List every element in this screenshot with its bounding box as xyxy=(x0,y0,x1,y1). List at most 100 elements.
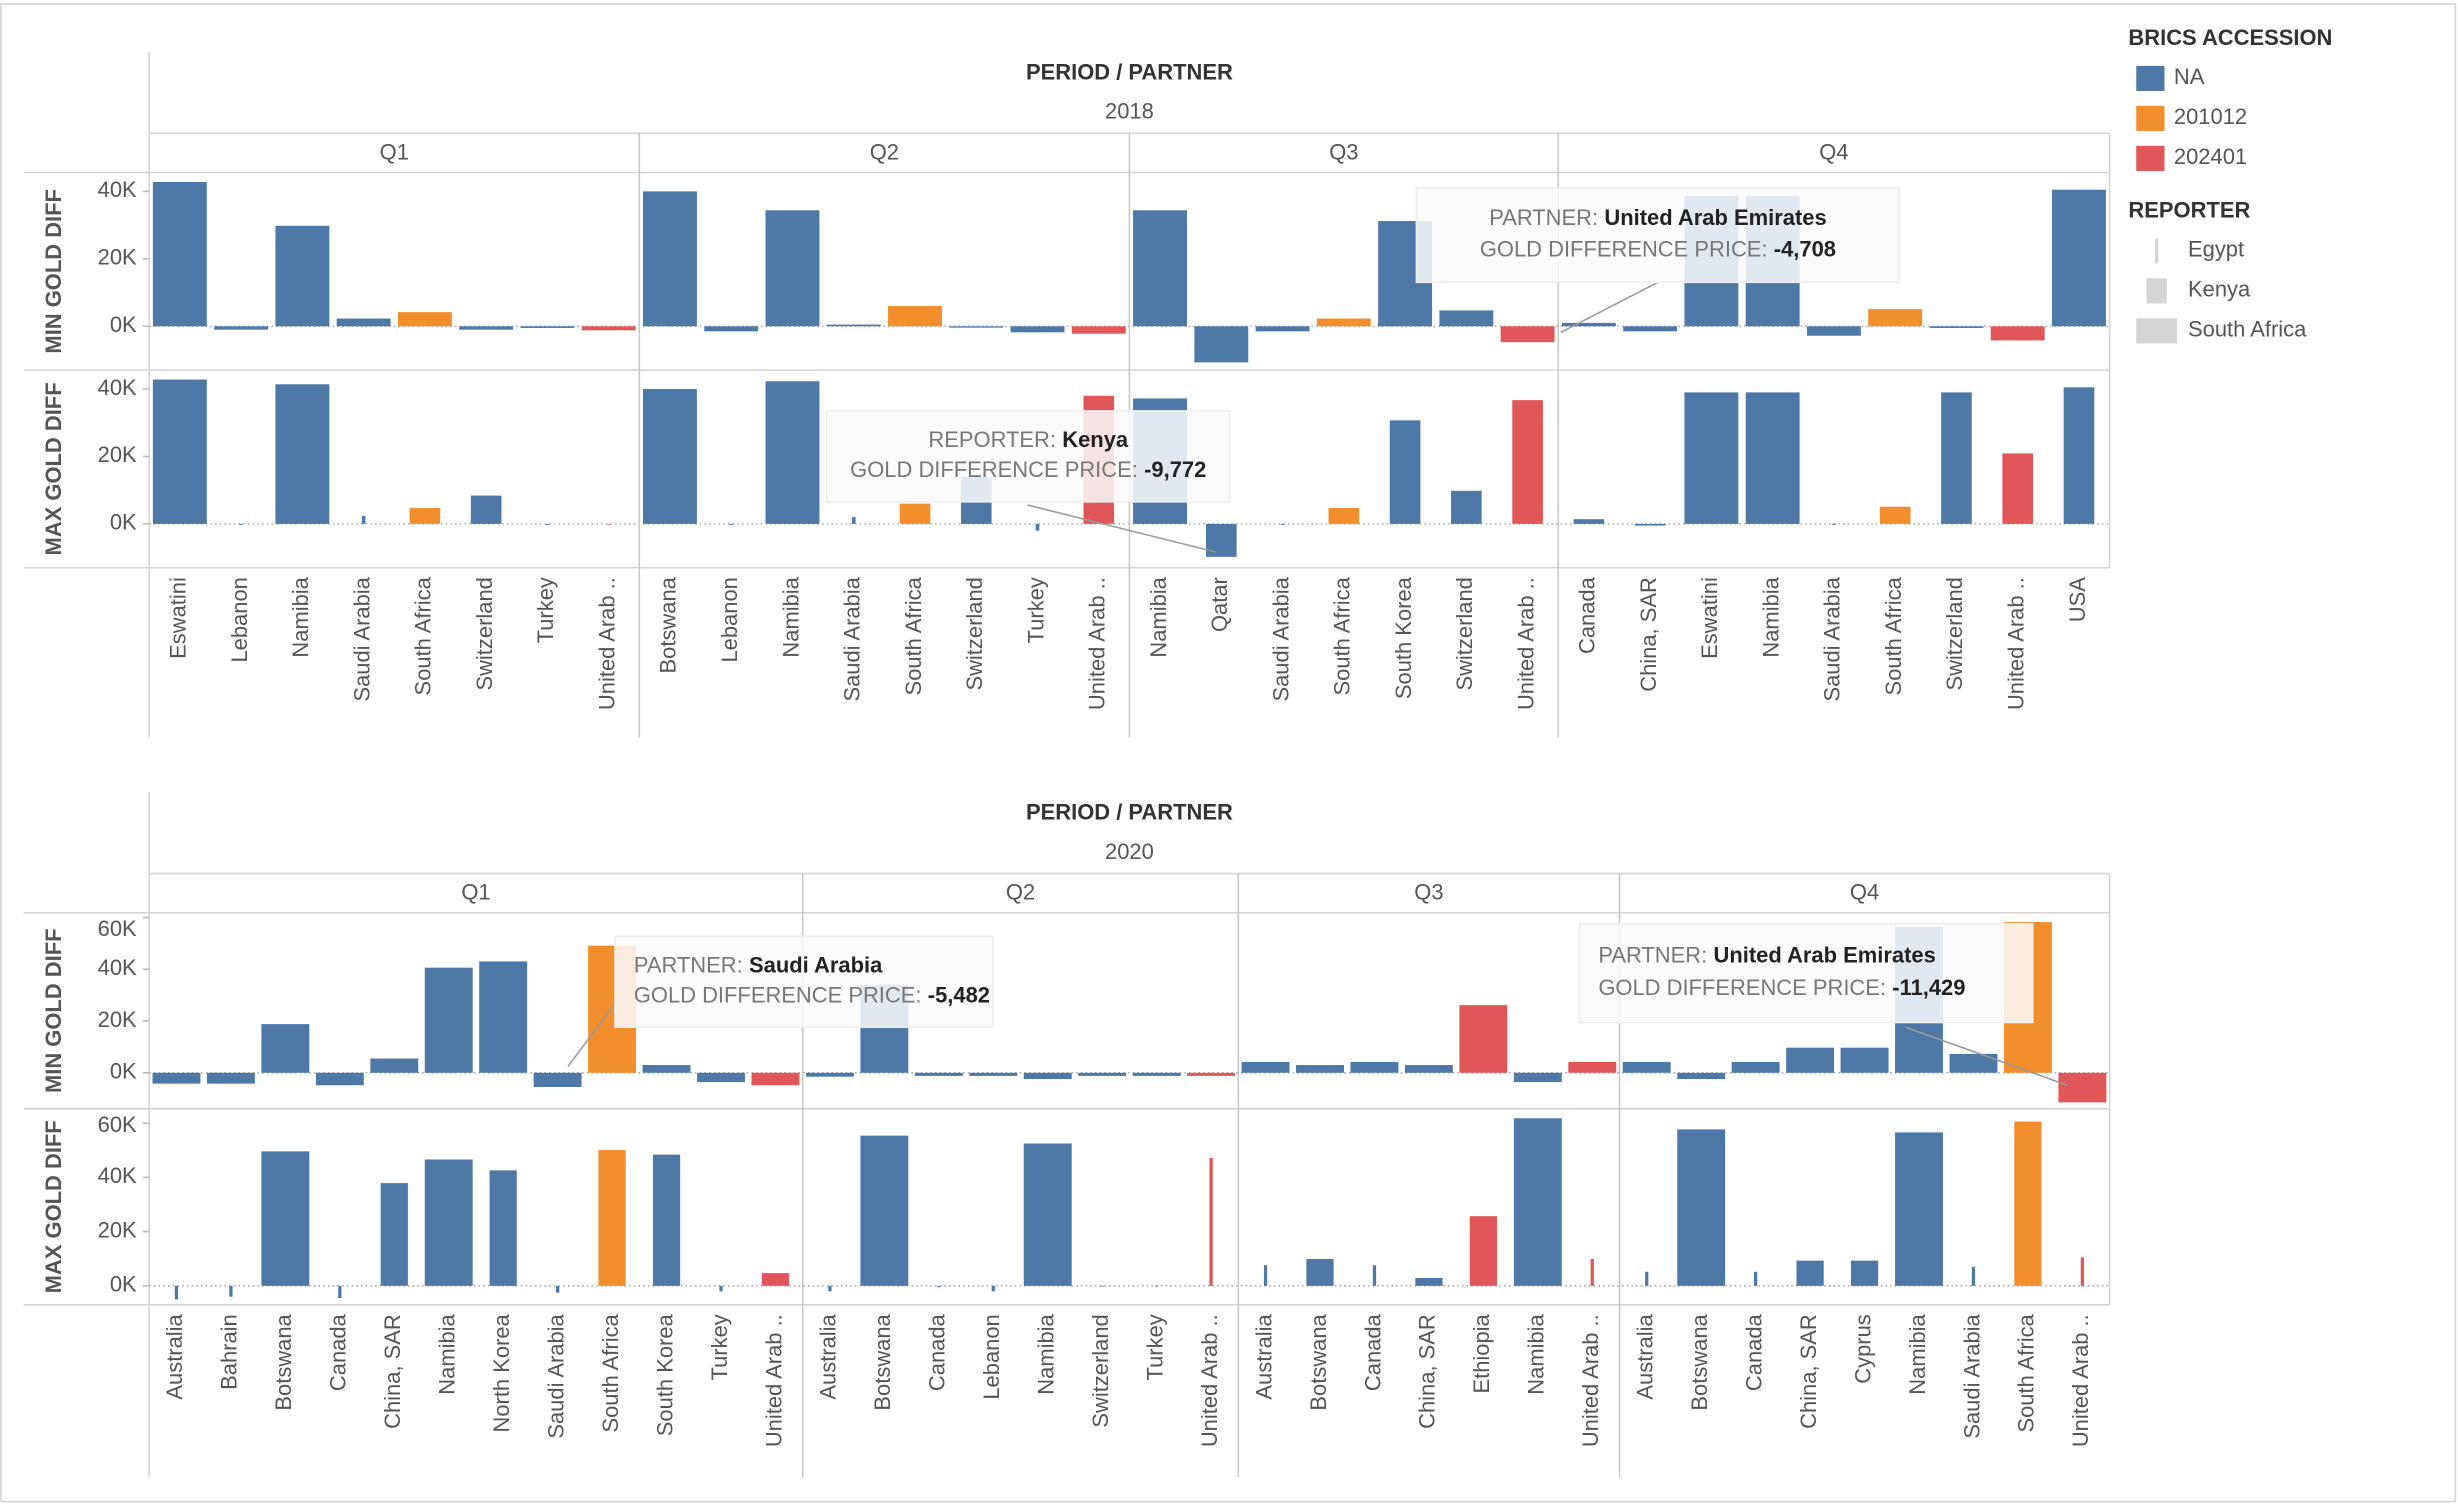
x-tick-label: Botswana xyxy=(271,1313,296,1410)
bar xyxy=(2002,453,2034,524)
annotation-label: PARTNER: xyxy=(1489,205,1598,230)
y-tick-label: 40K xyxy=(98,1163,137,1188)
bar xyxy=(606,523,611,525)
y-axis-title: MAX GOLD DIFF xyxy=(41,382,66,555)
x-tick-label: Botswana xyxy=(870,1313,895,1410)
x-tick-label: South Africa xyxy=(2014,1313,2039,1432)
bar xyxy=(1990,326,2045,341)
x-tick-label: North Korea xyxy=(489,1313,514,1432)
y-tick-label: 40K xyxy=(98,375,137,400)
bar xyxy=(1677,1129,1726,1286)
x-tick-label: Canada xyxy=(1741,1313,1766,1391)
bar xyxy=(545,523,550,525)
bar xyxy=(1623,326,1678,332)
x-tick-label: Canada xyxy=(326,1313,351,1391)
y-axis-title: MIN GOLD DIFF xyxy=(41,189,66,354)
bar xyxy=(1296,1065,1344,1073)
bar xyxy=(1023,1143,1072,1286)
bar xyxy=(479,961,528,1073)
bar xyxy=(229,1285,233,1297)
x-tick-label: Lebanon xyxy=(979,1314,1004,1399)
annotation-label: GOLD DIFFERENCE PRICE: xyxy=(634,982,922,1007)
annotation-box xyxy=(614,935,994,1029)
bar xyxy=(1350,1061,1399,1073)
legend-size xyxy=(2136,318,2178,344)
y-tick-label: 20K xyxy=(98,442,137,467)
bar xyxy=(361,516,366,524)
x-tick-label: Namibia xyxy=(778,576,803,657)
bar xyxy=(642,191,697,327)
x-tick-label: Namibia xyxy=(1905,1313,1930,1394)
x-tick-label: Switzerland xyxy=(1088,1314,1113,1427)
x-tick-label: United Arab .. xyxy=(761,1314,786,1447)
bar xyxy=(1459,1005,1508,1073)
quarter-header: Q1 xyxy=(380,139,409,164)
bar xyxy=(1010,326,1065,333)
x-tick-label: China, SAR xyxy=(1796,1314,1821,1429)
annotation-leader xyxy=(567,1003,616,1067)
legend-label: NA xyxy=(2174,64,2205,89)
y-axis-title: MAX GOLD DIFF xyxy=(41,1120,66,1293)
bar xyxy=(751,1072,800,1086)
bar xyxy=(1328,508,1360,524)
bar xyxy=(1634,523,1666,526)
legend-label: Kenya xyxy=(2188,277,2251,302)
x-tick-label: Australia xyxy=(162,1313,187,1399)
x-tick-label: South Africa xyxy=(901,576,926,695)
annotation-box xyxy=(1578,922,2034,1024)
bar xyxy=(397,312,452,327)
annotation-line: PARTNER: United Arab Emirates xyxy=(1489,205,1826,230)
bar xyxy=(1035,523,1040,531)
x-tick-label: South Korea xyxy=(1391,576,1416,699)
annotation-label: PARTNER: xyxy=(634,952,743,977)
x-tick-label: Ethiopia xyxy=(1469,1313,1494,1393)
x-tick-label: Saudi Arabia xyxy=(349,576,374,701)
bar xyxy=(1280,523,1285,525)
y-axis-title: MIN GOLD DIFF xyxy=(41,929,66,1094)
annotation-value: -9,772 xyxy=(1144,457,1206,482)
bar xyxy=(1389,420,1421,524)
x-tick-label: Saudi Arabia xyxy=(1268,576,1293,701)
bar xyxy=(336,318,391,327)
bar xyxy=(1209,1157,1213,1286)
bar xyxy=(2063,387,2095,524)
x-tick-label: Turkey xyxy=(707,1314,732,1380)
bar xyxy=(520,326,575,328)
bar xyxy=(860,1135,909,1286)
bar xyxy=(1513,1118,1562,1286)
quarter-header: Q2 xyxy=(1006,880,1035,905)
bar xyxy=(1263,1265,1268,1286)
bar xyxy=(937,1285,941,1288)
x-tick-label: Switzerland xyxy=(472,577,497,690)
bar xyxy=(1684,392,1739,524)
bar xyxy=(315,1072,364,1086)
bar xyxy=(1840,1047,1889,1073)
x-tick-label: South Africa xyxy=(411,576,436,695)
x-tick-label: China, SAR xyxy=(1415,1314,1440,1429)
bar xyxy=(1194,326,1249,363)
bar xyxy=(370,1058,419,1073)
x-tick-label: Turkey xyxy=(533,577,558,643)
bar xyxy=(533,1072,582,1087)
x-tick-label: South Africa xyxy=(598,1313,623,1432)
x-tick-label: United Arab .. xyxy=(1085,577,1110,710)
annotation-value: United Arab Emirates xyxy=(1714,942,1936,967)
bar xyxy=(2080,1257,2085,1286)
bar xyxy=(424,967,473,1073)
bar xyxy=(1745,392,1800,524)
y-tick-label: 40K xyxy=(98,955,137,980)
quarter-header: Q3 xyxy=(1414,880,1443,905)
year-header: 2018 xyxy=(1105,99,1154,124)
legend-label: 201012 xyxy=(2174,104,2247,129)
x-tick-label: Saudi Arabia xyxy=(840,576,865,701)
x-tick-label: Australia xyxy=(1251,1313,1276,1399)
bar xyxy=(729,523,734,525)
bar xyxy=(1132,1072,1181,1076)
bar xyxy=(261,1151,310,1286)
legend-label: South Africa xyxy=(2188,317,2307,342)
x-tick-label: Switzerland xyxy=(962,577,987,690)
x-tick-label: Namibia xyxy=(1146,576,1171,657)
x-tick-label: Saudi Arabia xyxy=(543,1313,568,1438)
bar xyxy=(214,326,269,330)
x-tick-label: Eswatini xyxy=(166,577,191,659)
